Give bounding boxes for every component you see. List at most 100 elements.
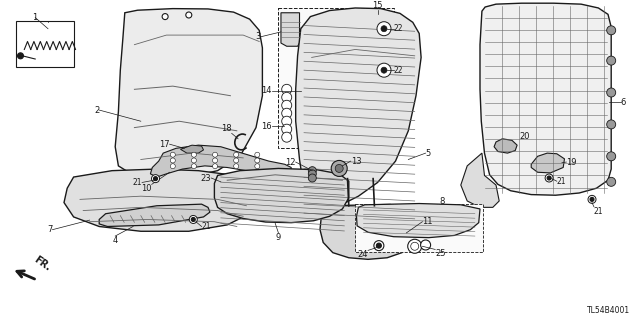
- Circle shape: [607, 26, 616, 35]
- Circle shape: [607, 120, 616, 129]
- Circle shape: [308, 167, 316, 175]
- Text: 3: 3: [256, 32, 261, 41]
- Circle shape: [381, 26, 387, 32]
- Text: 22: 22: [394, 24, 403, 33]
- Polygon shape: [64, 169, 259, 231]
- Text: 7: 7: [47, 225, 52, 234]
- Circle shape: [374, 241, 384, 251]
- Circle shape: [335, 164, 343, 173]
- Circle shape: [234, 152, 239, 157]
- Text: 13: 13: [351, 157, 362, 166]
- Circle shape: [588, 195, 596, 204]
- Circle shape: [282, 124, 292, 134]
- Polygon shape: [150, 145, 291, 177]
- Circle shape: [17, 53, 24, 59]
- Text: 11: 11: [422, 217, 433, 226]
- Text: 2: 2: [94, 106, 99, 115]
- Text: 25: 25: [435, 249, 445, 258]
- Polygon shape: [301, 73, 333, 105]
- Circle shape: [381, 67, 387, 73]
- Circle shape: [545, 174, 553, 182]
- Circle shape: [162, 14, 168, 19]
- Circle shape: [191, 164, 196, 169]
- Circle shape: [282, 92, 292, 102]
- Circle shape: [255, 164, 260, 169]
- Circle shape: [191, 158, 196, 163]
- Circle shape: [170, 164, 175, 169]
- Text: 6: 6: [621, 98, 626, 107]
- Circle shape: [607, 56, 616, 65]
- Polygon shape: [320, 204, 414, 259]
- Circle shape: [234, 158, 239, 163]
- Polygon shape: [214, 168, 349, 223]
- Text: 8: 8: [439, 197, 444, 206]
- Circle shape: [212, 152, 218, 157]
- Circle shape: [607, 152, 616, 161]
- Circle shape: [191, 218, 195, 221]
- Polygon shape: [115, 9, 262, 178]
- Text: 1: 1: [33, 13, 38, 22]
- Text: 9: 9: [276, 233, 281, 242]
- Polygon shape: [531, 153, 564, 173]
- Circle shape: [282, 108, 292, 118]
- Text: 21: 21: [132, 178, 142, 187]
- Circle shape: [547, 176, 551, 180]
- Circle shape: [186, 12, 192, 18]
- Circle shape: [377, 22, 391, 36]
- Bar: [16, 21, 74, 67]
- Circle shape: [170, 158, 175, 163]
- Circle shape: [255, 152, 260, 157]
- Circle shape: [282, 116, 292, 126]
- Text: 20: 20: [520, 132, 530, 141]
- Text: 21: 21: [202, 222, 211, 231]
- Circle shape: [377, 63, 391, 77]
- Circle shape: [191, 152, 196, 157]
- Circle shape: [376, 243, 381, 248]
- Circle shape: [234, 164, 239, 169]
- Text: 24: 24: [358, 250, 368, 259]
- Text: 21: 21: [557, 177, 566, 186]
- Polygon shape: [461, 153, 499, 207]
- Circle shape: [282, 132, 292, 142]
- Circle shape: [282, 100, 292, 110]
- Circle shape: [212, 158, 218, 163]
- Circle shape: [212, 164, 218, 169]
- Text: FR.: FR.: [33, 254, 53, 272]
- Text: 12: 12: [285, 158, 296, 167]
- Text: 15: 15: [372, 1, 383, 10]
- Circle shape: [308, 174, 316, 182]
- Circle shape: [332, 160, 348, 176]
- Text: 19: 19: [566, 158, 577, 167]
- Polygon shape: [99, 204, 210, 226]
- Polygon shape: [180, 145, 204, 153]
- Polygon shape: [494, 139, 517, 153]
- Circle shape: [308, 170, 316, 178]
- Circle shape: [255, 158, 260, 163]
- Text: 18: 18: [221, 124, 232, 133]
- Circle shape: [607, 88, 616, 97]
- Circle shape: [170, 152, 175, 157]
- Circle shape: [411, 242, 419, 250]
- Text: 4: 4: [113, 236, 118, 245]
- Text: 17: 17: [159, 140, 170, 149]
- Text: 16: 16: [261, 122, 272, 130]
- Polygon shape: [367, 14, 387, 27]
- Text: 5: 5: [426, 149, 431, 158]
- Circle shape: [282, 84, 292, 94]
- Bar: [278, 8, 394, 148]
- Circle shape: [408, 239, 422, 253]
- Polygon shape: [296, 8, 421, 209]
- Text: 23: 23: [200, 174, 211, 182]
- Circle shape: [152, 174, 159, 183]
- Text: 10: 10: [141, 184, 152, 193]
- Text: 21: 21: [594, 207, 604, 216]
- Circle shape: [607, 177, 616, 186]
- Circle shape: [154, 177, 157, 181]
- Text: 14: 14: [262, 86, 272, 95]
- Text: TL54B4001: TL54B4001: [588, 306, 630, 315]
- Circle shape: [420, 240, 431, 250]
- Circle shape: [590, 197, 594, 201]
- Polygon shape: [356, 204, 480, 238]
- Circle shape: [189, 215, 197, 224]
- Text: 22: 22: [394, 66, 403, 75]
